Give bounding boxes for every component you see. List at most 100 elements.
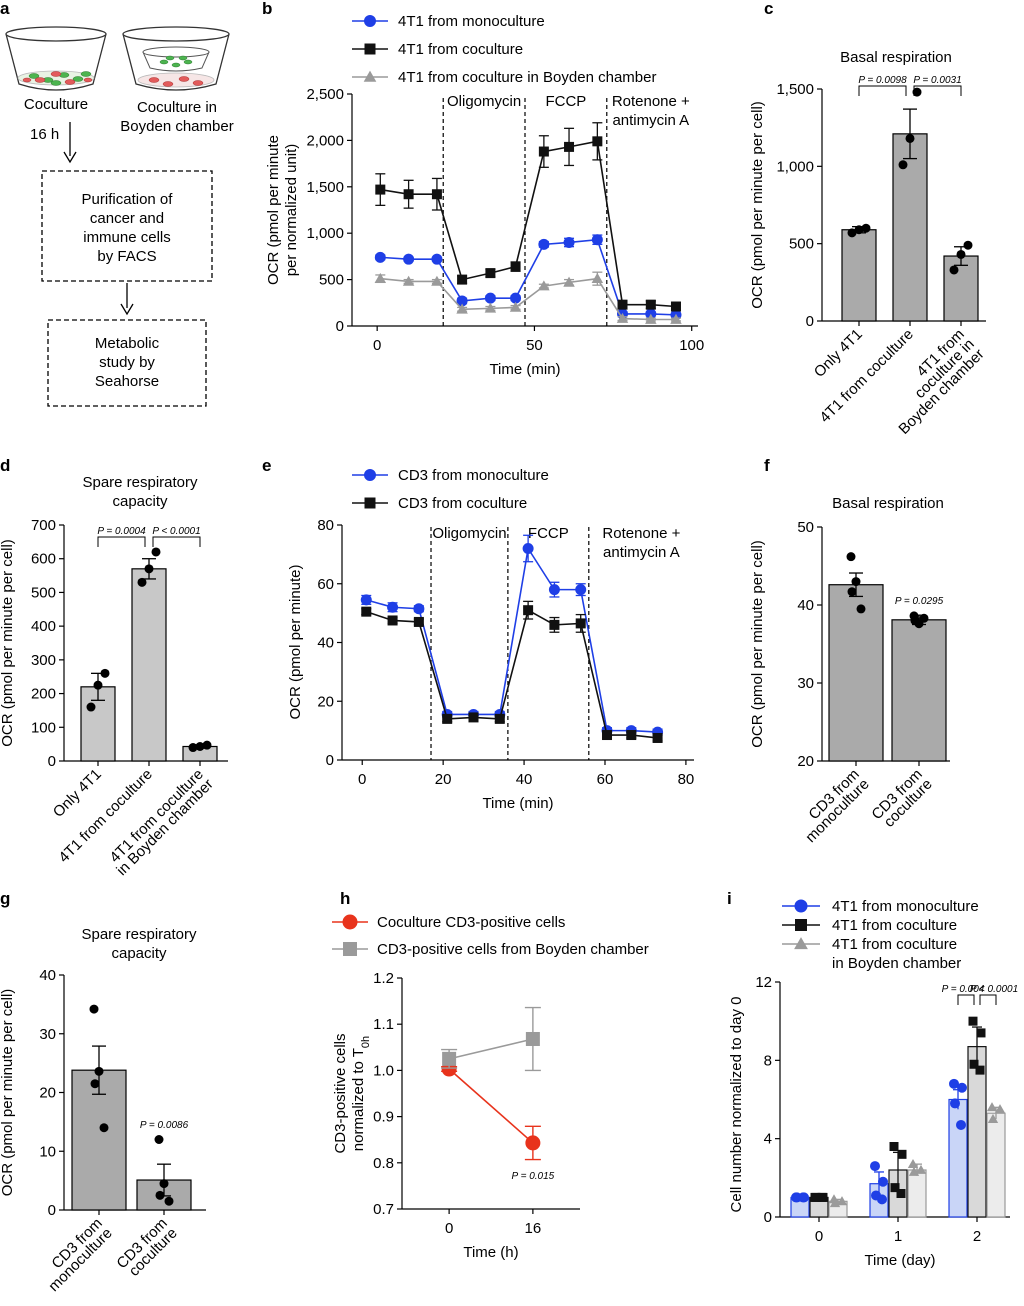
data-point-2-11 (670, 313, 682, 324)
x-tick-label: 100 (679, 337, 704, 354)
seahorse-box (47, 319, 207, 407)
data-point-0-4 (484, 292, 496, 304)
chart-title: Basal respiration (832, 495, 944, 512)
data-point-1-2-3 (975, 1065, 985, 1075)
data-point-2-8 (591, 272, 604, 283)
data-point-1-2 (155, 1190, 165, 1200)
y-axis-label: Cell number normalized to day 0 (728, 997, 745, 1213)
y-axis-label-line1: OCR (pmol per minute (265, 135, 282, 285)
data-point-1-4 (485, 268, 496, 279)
chart-title: capacity (112, 493, 168, 510)
y-axis-label: OCR (pmol per minute per cell) (749, 540, 766, 748)
legend-label-line2: in Boyden chamber (832, 955, 961, 972)
y-tick-label: 100 (31, 719, 56, 736)
data-point-0-8 (591, 234, 603, 246)
data-point-0-3 (99, 1123, 109, 1133)
y-axis-label-subscript: 0h (360, 1036, 372, 1048)
data-point-0-0 (86, 702, 96, 712)
y-tick-label: 10 (39, 1143, 56, 1160)
data-point-1-2 (910, 616, 920, 626)
data-point-0-2 (90, 1079, 100, 1089)
legend-marker (794, 937, 808, 950)
y-tick-label: 40 (797, 597, 814, 614)
data-point-1-1 (144, 564, 154, 574)
p-value-label: P = 0.015 (512, 1171, 555, 1182)
data-point-2-1-2 (908, 1166, 920, 1176)
boyden-chamber-icon (122, 26, 230, 91)
legend-label: 4T1 from monoculture (398, 13, 545, 30)
legend-label: CD3-positive cells from Boyden chamber (377, 941, 649, 958)
significance-bracket (957, 994, 975, 1005)
series-line-1 (366, 608, 658, 739)
data-point-0-3 (856, 604, 866, 614)
series-line-0 (448, 1068, 534, 1144)
data-point-0-1-3 (877, 1194, 887, 1205)
facs-line4: by FACS (97, 248, 156, 265)
legend-label: CD3 from coculture (398, 495, 527, 512)
p-value-label: P = 0.0098 (858, 75, 907, 86)
data-point-1-3 (919, 613, 929, 623)
significance-bracket (913, 85, 962, 96)
y-tick-label: 30 (797, 675, 814, 692)
data-point-1-1-0 (889, 1142, 899, 1151)
data-point-1-2-1 (976, 1028, 986, 1038)
p-value-label: P = 0.0031 (913, 75, 961, 86)
data-point-2-1 (956, 249, 966, 259)
x-tick-label: 40 (516, 771, 533, 788)
y-tick-label: 1.2 (373, 970, 394, 987)
data-point-1-1 (403, 189, 414, 200)
data-point-1-7 (549, 619, 560, 630)
data-point-0-2-3 (956, 1119, 966, 1130)
data-point-1-0 (137, 577, 147, 587)
data-point-2-1 (195, 742, 205, 752)
series-line-0 (366, 546, 658, 733)
x-axis-label: Time (min) (489, 361, 560, 378)
data-point-0-8 (575, 584, 587, 596)
legend-marker (364, 469, 376, 481)
data-point-1-9 (617, 299, 628, 310)
data-point-0-0 (847, 228, 857, 238)
x-category-label: 4T1 from coculture (106, 766, 206, 866)
data-point-0-2 (861, 223, 871, 233)
legend-marker (795, 919, 807, 931)
bar-0 (828, 584, 884, 762)
chart-title: Spare respiratory (81, 926, 197, 943)
x-tick-label: 0 (358, 771, 366, 788)
data-point-1-3 (442, 713, 453, 724)
data-point-1-0 (375, 184, 386, 195)
data-point-2-7 (563, 276, 575, 287)
data-point-1-5 (510, 261, 521, 272)
data-point-1-0 (154, 1135, 164, 1144)
y-tick-label: 0 (764, 1209, 772, 1226)
y-axis-label-line2: normalized to T0h (350, 1036, 372, 1151)
data-point-1-4 (468, 712, 479, 723)
y-tick-label: 8 (764, 1052, 772, 1069)
y-tick-label: 1.0 (373, 1062, 394, 1079)
panel-label-c: c (764, 0, 773, 18)
phase-label: Oligomycin (447, 93, 521, 110)
y-tick-label: 500 (789, 236, 814, 253)
p-value-label: P < 0.0001 (970, 984, 1018, 995)
panel-labels: a b c d e f g h i (0, 0, 773, 908)
y-tick-label: 500 (319, 272, 344, 289)
panel-label-b: b (262, 0, 272, 18)
data-point-1-1 (525, 1031, 540, 1046)
data-point-1-0-2 (811, 1192, 821, 1202)
data-point-2-0 (188, 743, 198, 753)
dish1-label: Coculture (24, 96, 88, 113)
p-value-label: P = 0.0295 (895, 596, 944, 607)
data-point-1-2 (912, 87, 922, 97)
data-point-0-6 (538, 238, 550, 250)
data-point-1-1 (159, 1179, 169, 1189)
data-point-1-2 (413, 616, 424, 627)
data-point-1-0 (361, 606, 372, 617)
legend-label: CD3 from monoculture (398, 467, 549, 484)
bar-2-1 (907, 1169, 927, 1218)
data-point-1-8 (575, 618, 586, 629)
data-point-1-7 (564, 141, 575, 152)
data-point-1-5 (494, 713, 505, 724)
phase-label: antimycin A (612, 112, 689, 129)
